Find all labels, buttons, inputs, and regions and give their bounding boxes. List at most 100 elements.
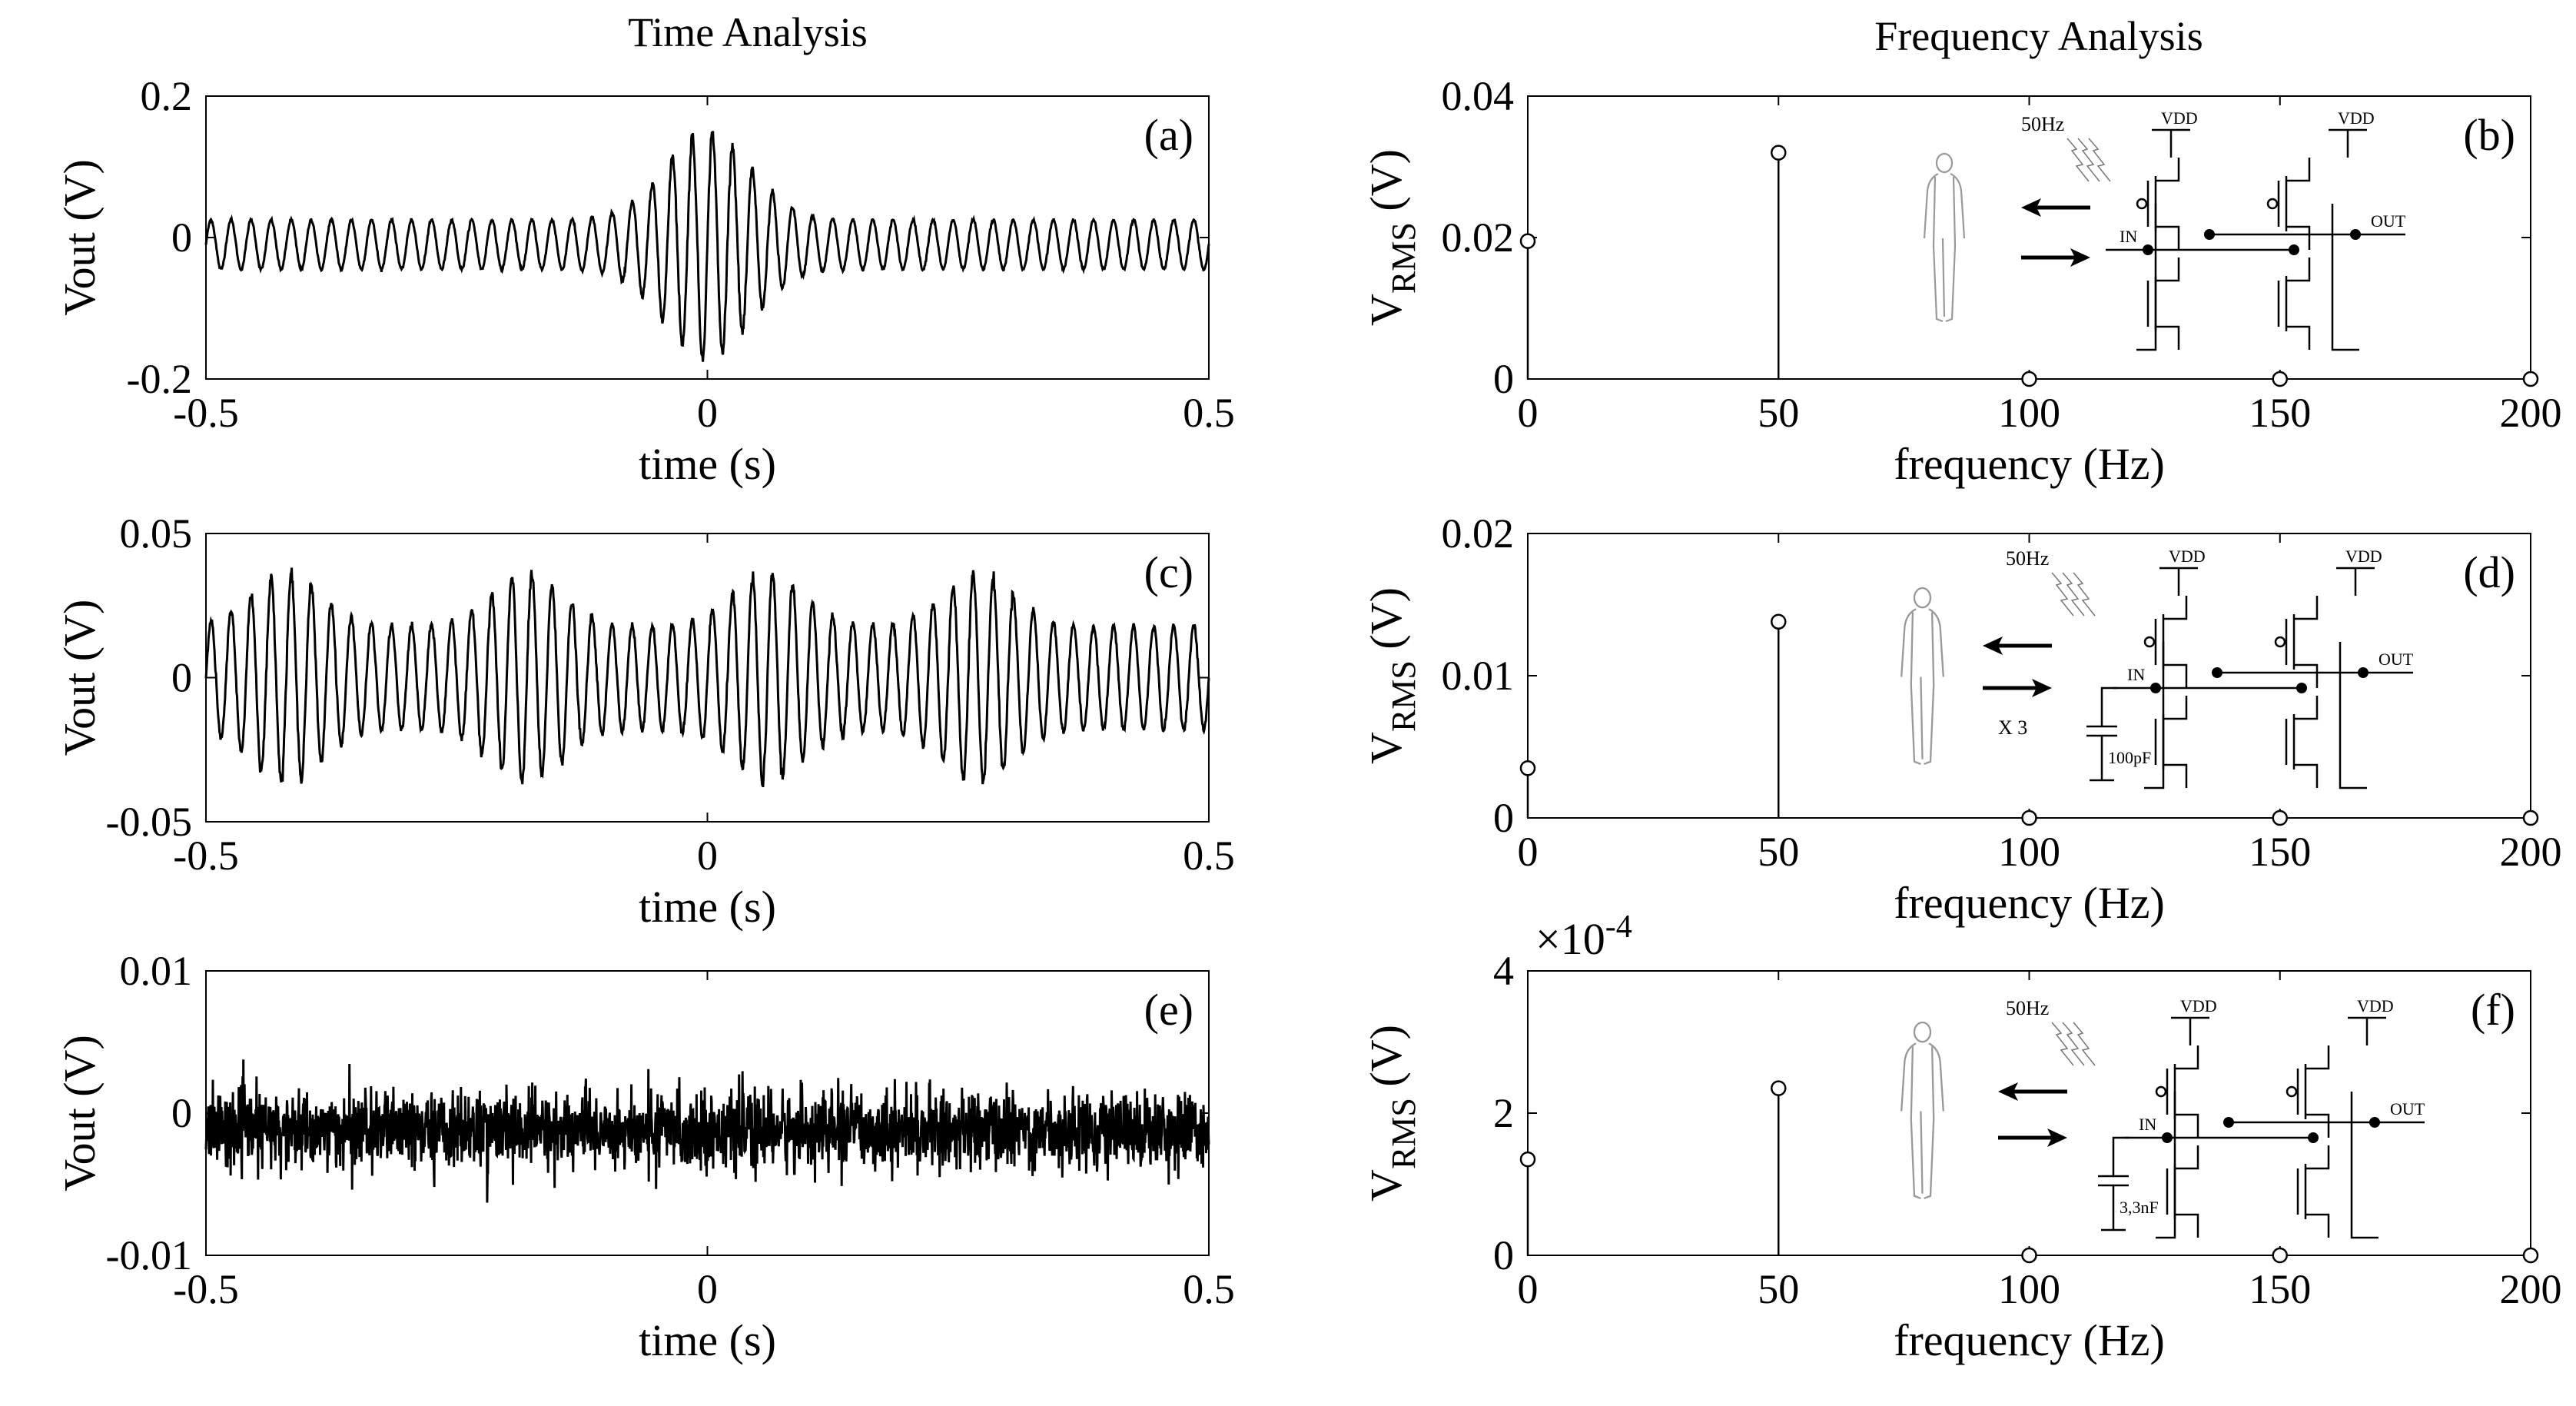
vdd-label: VDD	[2338, 108, 2375, 128]
y-tick-label: 0.02	[1442, 510, 1515, 557]
stem-marker	[2522, 371, 2539, 387]
stem-marker	[2272, 371, 2288, 387]
capacitor-label: 100pF	[2108, 748, 2151, 767]
x-tick-label: 100	[1998, 390, 2060, 436]
wire	[2106, 233, 2405, 251]
junction-dot	[2308, 1132, 2319, 1143]
junction-dot	[2204, 229, 2215, 240]
out-label: OUT	[2378, 650, 2414, 669]
x-tick-label: 50	[1758, 829, 1799, 875]
stem-marker	[1771, 613, 1787, 630]
stem-marker	[2272, 1247, 2288, 1264]
arrow-head-icon	[2021, 198, 2041, 217]
y-tick-label: -0.01	[106, 1232, 192, 1278]
stem-marker	[2522, 809, 2539, 826]
arrow-head-icon	[1983, 637, 2003, 655]
vdd-label: VDD	[2357, 996, 2394, 1015]
frequency-label: 50Hz	[2006, 997, 2049, 1019]
x-axis-label: frequency (Hz)	[1894, 878, 2165, 928]
y-multiplier-label: ×10-4	[1535, 909, 1632, 964]
y-axis-label: Vout (V)	[55, 159, 105, 316]
junction-dot	[2162, 1132, 2173, 1143]
vdd-rail	[2348, 1016, 2386, 1045]
x-tick-label: 100	[1998, 1266, 2060, 1312]
ground-wire	[2136, 204, 2359, 351]
junction-dot	[2150, 683, 2161, 693]
junction-dot	[2358, 667, 2369, 678]
y-axis-label: VRMS (V)	[1361, 149, 1422, 326]
y-tick-label: 0.04	[1442, 73, 1515, 119]
x-tick-label: 0	[1518, 829, 1539, 875]
arrow-head-icon	[1998, 1082, 2018, 1101]
lightning-icon	[2051, 1022, 2096, 1066]
stem-marker	[1771, 145, 1787, 161]
frequency-label: 50Hz	[2006, 547, 2049, 570]
wire	[2125, 1121, 2425, 1139]
frequency-label: 50Hz	[2021, 113, 2064, 135]
x-tick-label: 0	[697, 833, 718, 879]
x-tick-label: 200	[2500, 390, 2562, 436]
stem-marker	[1519, 233, 1536, 249]
pmos-transistor-2	[2286, 1045, 2330, 1138]
x-tick-label: 150	[2249, 829, 2311, 875]
title-frequency-analysis: Frequency Analysis	[1874, 13, 2203, 59]
y-tick-label: 0	[171, 214, 192, 261]
lightning-icon	[2051, 572, 2096, 617]
capacitor-label: 3,3nF	[2120, 1198, 2159, 1217]
nmos-transistor-2	[2285, 696, 2319, 788]
vdd-label: VDD	[2161, 108, 2198, 128]
person-icon	[1923, 152, 1966, 323]
capacitor-icon	[2098, 1136, 2129, 1231]
y-tick-label: -0.2	[127, 356, 192, 402]
person-icon	[1900, 1021, 1944, 1199]
y-axis-label: VRMS (V)	[1361, 587, 1422, 764]
lightning-icon	[2066, 138, 2111, 182]
y-tick-label: 4	[1493, 948, 1514, 994]
vdd-rail	[2171, 1016, 2209, 1045]
nmos-transistor-2	[2296, 1145, 2330, 1238]
wire	[2113, 671, 2413, 690]
y-tick-label: 0.02	[1442, 214, 1515, 261]
vdd-rail	[2336, 567, 2375, 596]
y-tick-label: 0	[171, 655, 192, 701]
nmos-transistor-1	[2166, 1145, 2199, 1238]
arrow-head-icon	[2032, 679, 2052, 697]
y-tick-label: 0.2	[141, 73, 193, 119]
arrow-head-icon	[2070, 248, 2090, 267]
x-tick-label: 0.5	[1183, 390, 1235, 436]
y-tick-label: 0.01	[1442, 653, 1515, 699]
panel-label: (c)	[1144, 547, 1193, 597]
pmos-transistor-1	[2136, 158, 2180, 250]
gain-label: X 3	[1998, 716, 2027, 739]
out-label: OUT	[2390, 1099, 2425, 1118]
x-tick-label: 200	[2500, 1266, 2562, 1312]
panel-label: (a)	[1144, 110, 1193, 160]
x-tick-label: 50	[1758, 1266, 1799, 1312]
y-tick-label: 2	[1493, 1090, 1514, 1136]
pmos-transistor-1	[2155, 1045, 2199, 1138]
stem-marker	[1771, 1080, 1787, 1096]
x-axis-label: time (s)	[639, 882, 776, 932]
x-tick-label: 0.5	[1183, 1266, 1235, 1312]
inset-circuit-d: 50Hz VDD VDD IN OUT X 3 100pF	[1900, 547, 2414, 789]
vdd-label: VDD	[2169, 547, 2206, 566]
x-axis-label: frequency (Hz)	[1894, 439, 2165, 489]
y-tick-label: 0.01	[120, 948, 193, 994]
panel-label: (d)	[2463, 547, 2515, 597]
stem-marker	[1519, 1151, 1536, 1168]
stem-marker	[2021, 1247, 2037, 1264]
x-tick-label: 200	[2500, 829, 2562, 875]
x-tick-label: 0	[1518, 1266, 1539, 1312]
chart-e-time-signal: -0.5 0 0.5 0.01 0 -0.01 time (s) Vout (V) (e)	[55, 948, 1235, 1365]
nmos-transistor-1	[2154, 696, 2188, 788]
panel-label: (e)	[1144, 985, 1193, 1035]
x-tick-label: -0.5	[173, 1266, 238, 1312]
inset-circuit-f: 50Hz VDD VDD IN OUT 3,3nF	[1900, 996, 2425, 1239]
pmos-transistor-2	[2274, 596, 2319, 688]
y-tick-label: -0.05	[106, 799, 192, 845]
vdd-rail	[2159, 567, 2198, 596]
x-axis-label: time (s)	[639, 1315, 776, 1365]
y-axis-label: VRMS (V)	[1361, 1025, 1422, 1202]
x-tick-label: 0.5	[1183, 833, 1235, 879]
junction-dot	[2143, 244, 2153, 255]
